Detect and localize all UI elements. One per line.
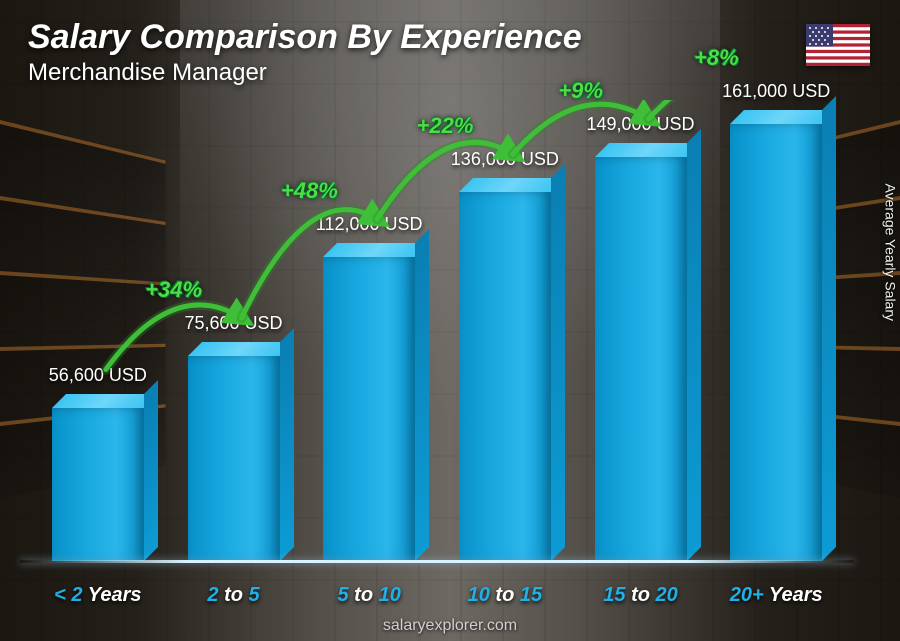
bar-slot: 112,000 USD	[301, 100, 437, 561]
salary-bar	[323, 257, 415, 561]
salary-bar	[188, 356, 280, 561]
percent-increase-badge: +34%	[145, 277, 202, 303]
x-axis-label: 15 to 20	[573, 584, 709, 607]
country-flag-icon	[806, 24, 870, 66]
salary-bar	[595, 157, 687, 561]
percent-increase-badge: +22%	[417, 113, 474, 139]
x-axis-label: 20+ Years	[708, 584, 844, 607]
x-axis-labels: < 2 Years2 to 55 to 1010 to 1515 to 2020…	[30, 584, 844, 607]
bar-slot: 75,600 USD	[166, 100, 302, 561]
x-axis-label: < 2 Years	[30, 584, 166, 607]
bar-slot: 149,000 USD	[573, 100, 709, 561]
salary-bar	[730, 124, 822, 561]
bar-slot: 161,000 USD	[708, 100, 844, 561]
percent-increase-badge: +48%	[281, 178, 338, 204]
salary-bar	[459, 192, 551, 561]
header: Salary Comparison By Experience Merchand…	[28, 18, 872, 87]
salary-chart: 56,600 USD75,600 USD112,000 USD136,000 U…	[30, 100, 844, 561]
bar-slot: 56,600 USD	[30, 100, 166, 561]
x-axis-label: 2 to 5	[166, 584, 302, 607]
x-axis-label: 10 to 15	[437, 584, 573, 607]
y-axis-label: Average Yearly Salary	[882, 183, 898, 321]
chart-baseline	[20, 560, 854, 563]
x-axis-label: 5 to 10	[301, 584, 437, 607]
percent-increase-badge: +8%	[694, 45, 739, 71]
percent-increase-badge: +9%	[558, 78, 603, 104]
page-title: Salary Comparison By Experience	[28, 18, 872, 57]
salary-bar	[52, 408, 144, 561]
bar-slot: 136,000 USD	[437, 100, 573, 561]
footer-source: salaryexplorer.com	[0, 617, 900, 635]
